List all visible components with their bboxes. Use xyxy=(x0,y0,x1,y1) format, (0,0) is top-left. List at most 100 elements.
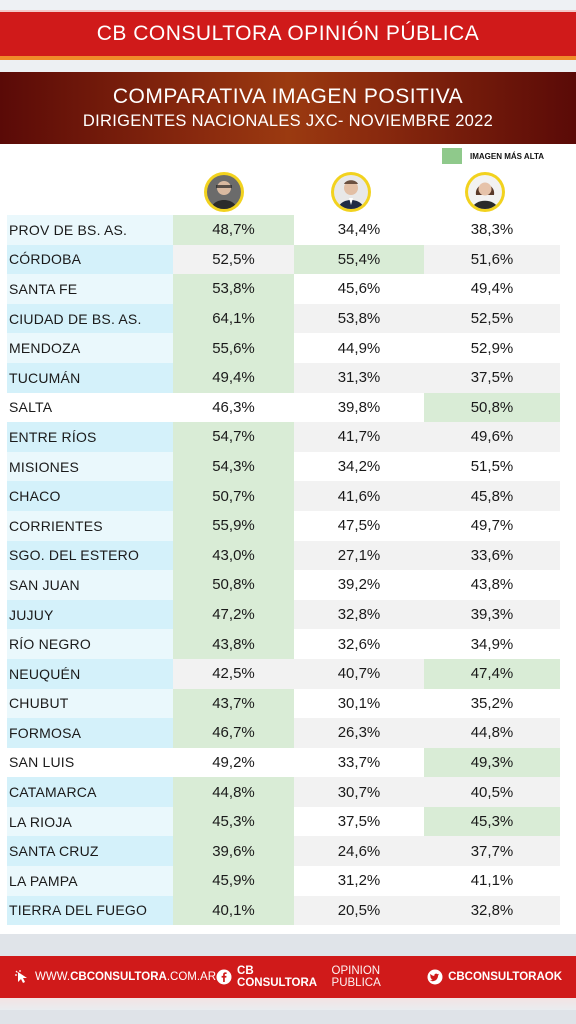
row-label: SANTA FE xyxy=(7,274,173,304)
row-label: NEUQUÉN xyxy=(7,658,173,689)
twitter-icon xyxy=(427,969,443,985)
value-cell-col-2: 30,1% xyxy=(294,688,424,719)
value-cell-col-3: 38,3% xyxy=(424,215,560,245)
row-label: CHACO xyxy=(7,481,173,511)
table-row: CORRIENTES 55,9% 47,5% 49,7% xyxy=(7,510,560,541)
value-cell-col-1: 48,7% xyxy=(173,215,294,245)
row-label: PROV DE BS. AS. xyxy=(7,215,173,245)
value-cell-col-2: 33,7% xyxy=(294,747,424,778)
value-cell-col-2: 31,2% xyxy=(294,866,424,896)
value-cell-col-3: 50,8% xyxy=(424,392,560,423)
row-label: JUJUY xyxy=(7,599,173,630)
row-label: SANTA CRUZ xyxy=(7,836,173,867)
row-label: CHUBUT xyxy=(7,688,173,719)
value-cell-col-3: 45,8% xyxy=(424,481,560,511)
value-cell-col-3: 49,7% xyxy=(424,510,560,541)
value-cell-col-2: 31,3% xyxy=(294,362,424,393)
row-label: CIUDAD DE BS. AS. xyxy=(7,303,173,334)
value-cell-col-1: 47,2% xyxy=(173,599,294,630)
avatar-3-face xyxy=(468,175,502,209)
row-label: CATAMARCA xyxy=(7,777,173,807)
cursor-click-icon xyxy=(14,969,30,985)
value-cell-col-3: 52,9% xyxy=(424,333,560,363)
value-cell-col-2: 39,8% xyxy=(294,392,424,423)
website-prefix: WWW. xyxy=(35,971,71,983)
value-cell-col-1: 46,3% xyxy=(173,392,294,423)
value-cell-col-3: 52,5% xyxy=(424,303,560,334)
website-bold: CBCONSULTORA xyxy=(70,971,167,983)
value-cell-col-3: 43,8% xyxy=(424,570,560,600)
table-row: CATAMARCA 44,8% 30,7% 40,5% xyxy=(7,777,560,807)
results-table: PROV DE BS. AS. 48,7% 34,4% 38,3% CÓRDOBA 52,… xyxy=(7,215,560,926)
table-row: SAN LUIS 49,2% 33,7% 49,3% xyxy=(7,747,560,778)
bottom-strip xyxy=(0,998,576,1010)
value-cell-col-3: 51,5% xyxy=(424,451,560,482)
value-cell-col-2: 47,5% xyxy=(294,510,424,541)
row-label: CÓRDOBA xyxy=(7,244,173,275)
table-row: CHACO 50,7% 41,6% 45,8% xyxy=(7,481,560,511)
value-cell-col-3: 47,4% xyxy=(424,658,560,689)
value-cell-col-2: 24,6% xyxy=(294,836,424,867)
value-cell-col-3: 40,5% xyxy=(424,777,560,807)
value-cell-col-2: 37,5% xyxy=(294,806,424,837)
value-cell-col-2: 34,4% xyxy=(294,215,424,245)
value-cell-col-2: 26,3% xyxy=(294,718,424,748)
footer-twitter[interactable]: CBCONSULTORAOK xyxy=(427,969,562,985)
row-label: RÍO NEGRO xyxy=(7,629,173,659)
chart-title: COMPARATIVA IMAGEN POSITIVA xyxy=(112,85,464,108)
row-label: ENTRE RÍOS xyxy=(7,422,173,452)
row-label: SAN JUAN xyxy=(7,570,173,600)
value-cell-col-1: 45,9% xyxy=(173,866,294,896)
value-cell-col-3: 41,1% xyxy=(424,866,560,896)
table-row: LA PAMPA 45,9% 31,2% 41,1% xyxy=(7,866,560,896)
table-row: NEUQUÉN 42,5% 40,7% 47,4% xyxy=(7,658,560,689)
value-cell-col-2: 32,6% xyxy=(294,629,424,659)
value-cell-col-1: 50,8% xyxy=(173,570,294,600)
row-label: CORRIENTES xyxy=(7,510,173,541)
twitter-handle: CBCONSULTORAOK xyxy=(448,971,562,983)
chart-subtitle: DIRIGENTES NACIONALES JXC- NOVIEMBRE 202… xyxy=(82,112,494,130)
table-row: PROV DE BS. AS. 48,7% 34,4% 38,3% xyxy=(7,215,560,245)
value-cell-col-3: 51,6% xyxy=(424,244,560,275)
value-cell-col-3: 49,3% xyxy=(424,747,560,778)
table-row: JUJUY 47,2% 32,8% 39,3% xyxy=(7,599,560,630)
table-row: TIERRA DEL FUEGO 40,1% 20,5% 32,8% xyxy=(7,895,560,926)
table-row: CÓRDOBA 52,5% 55,4% 51,6% xyxy=(7,244,560,275)
value-cell-col-2: 41,7% xyxy=(294,422,424,452)
table-row: SAN JUAN 50,8% 39,2% 43,8% xyxy=(7,570,560,600)
avatar-1-face xyxy=(207,175,241,209)
table-row: TUCUMÁN 49,4% 31,3% 37,5% xyxy=(7,362,560,393)
table-row: MISIONES 54,3% 34,2% 51,5% xyxy=(7,451,560,482)
value-cell-col-1: 49,2% xyxy=(173,747,294,778)
value-cell-col-1: 50,7% xyxy=(173,481,294,511)
value-cell-col-2: 32,8% xyxy=(294,599,424,630)
table-row: SANTA CRUZ 39,6% 24,6% 37,7% xyxy=(7,836,560,867)
facebook-light: OPINION PUBLICA xyxy=(331,965,381,989)
facebook-icon xyxy=(216,969,232,985)
value-cell-col-1: 49,4% xyxy=(173,362,294,393)
table-row: RÍO NEGRO 43,8% 32,6% 34,9% xyxy=(7,629,560,659)
value-cell-col-3: 35,2% xyxy=(424,688,560,719)
row-label: MISIONES xyxy=(7,451,173,482)
legend-swatch xyxy=(442,148,462,164)
value-cell-col-2: 39,2% xyxy=(294,570,424,600)
table-row: SANTA FE 53,8% 45,6% 49,4% xyxy=(7,274,560,304)
footer-website[interactable]: WWW. CBCONSULTORA .COM.AR xyxy=(14,969,216,985)
value-cell-col-3: 45,3% xyxy=(424,806,560,837)
row-label: FORMOSA xyxy=(7,718,173,748)
value-cell-col-2: 30,7% xyxy=(294,777,424,807)
title-band: COMPARATIVA IMAGEN POSITIVA DIRIGENTES N… xyxy=(0,72,576,144)
value-cell-col-1: 42,5% xyxy=(173,658,294,689)
value-cell-col-3: 37,5% xyxy=(424,362,560,393)
row-label: SAN LUIS xyxy=(7,747,173,778)
value-cell-col-3: 33,6% xyxy=(424,540,560,571)
value-cell-col-1: 54,7% xyxy=(173,422,294,452)
value-cell-col-1: 53,8% xyxy=(173,274,294,304)
row-label: LA PAMPA xyxy=(7,866,173,896)
footer-facebook[interactable]: CB CONSULTORA OPINION PUBLICA xyxy=(216,965,427,989)
value-cell-col-1: 40,1% xyxy=(173,895,294,926)
value-cell-col-3: 39,3% xyxy=(424,599,560,630)
value-cell-col-1: 46,7% xyxy=(173,718,294,748)
value-cell-col-2: 20,5% xyxy=(294,895,424,926)
legend-label: IMAGEN MÁS ALTA xyxy=(470,151,545,161)
